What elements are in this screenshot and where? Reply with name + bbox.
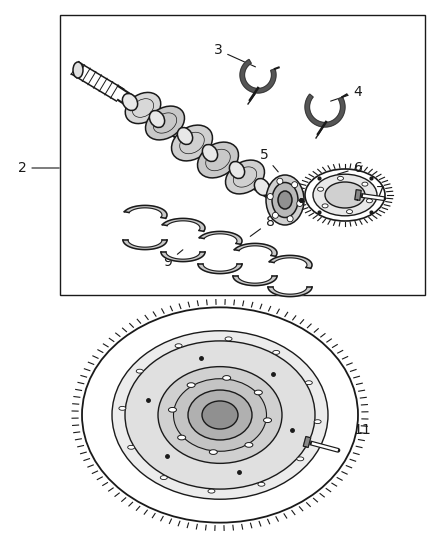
- Ellipse shape: [202, 144, 218, 161]
- Ellipse shape: [122, 93, 138, 110]
- Ellipse shape: [202, 401, 238, 429]
- Ellipse shape: [158, 367, 282, 463]
- Polygon shape: [303, 437, 311, 448]
- Text: 6: 6: [338, 161, 362, 175]
- Ellipse shape: [73, 62, 83, 78]
- Ellipse shape: [254, 390, 262, 395]
- Polygon shape: [355, 190, 361, 200]
- Ellipse shape: [313, 174, 377, 216]
- Ellipse shape: [272, 182, 298, 217]
- Circle shape: [277, 178, 283, 184]
- Ellipse shape: [209, 450, 217, 455]
- Ellipse shape: [188, 390, 252, 440]
- Circle shape: [267, 193, 273, 199]
- Text: 11: 11: [321, 423, 371, 441]
- Polygon shape: [240, 59, 276, 93]
- Polygon shape: [234, 244, 277, 256]
- Ellipse shape: [187, 383, 195, 387]
- Ellipse shape: [230, 161, 244, 179]
- Ellipse shape: [305, 169, 385, 221]
- Circle shape: [272, 212, 279, 219]
- Ellipse shape: [266, 175, 304, 225]
- Ellipse shape: [322, 204, 328, 208]
- Polygon shape: [162, 219, 205, 231]
- Ellipse shape: [254, 179, 270, 196]
- Ellipse shape: [112, 331, 328, 499]
- Ellipse shape: [175, 344, 182, 348]
- Ellipse shape: [160, 475, 167, 480]
- Ellipse shape: [198, 142, 239, 178]
- Ellipse shape: [177, 127, 193, 144]
- Ellipse shape: [223, 376, 231, 380]
- Text: 9: 9: [163, 250, 183, 269]
- Ellipse shape: [305, 381, 312, 385]
- Ellipse shape: [145, 106, 184, 140]
- Bar: [60, 15, 425, 295]
- Ellipse shape: [258, 482, 265, 486]
- Ellipse shape: [178, 435, 186, 440]
- Ellipse shape: [172, 125, 212, 161]
- Ellipse shape: [125, 92, 161, 124]
- Text: 10: 10: [303, 383, 349, 404]
- Polygon shape: [124, 205, 167, 219]
- Ellipse shape: [125, 341, 315, 489]
- Text: 2: 2: [18, 161, 59, 175]
- Text: 7: 7: [361, 185, 385, 199]
- Circle shape: [292, 182, 298, 188]
- Ellipse shape: [362, 182, 368, 186]
- Polygon shape: [123, 240, 167, 249]
- Ellipse shape: [169, 407, 177, 412]
- Ellipse shape: [245, 442, 253, 447]
- Text: 4: 4: [331, 85, 362, 101]
- Ellipse shape: [226, 160, 265, 194]
- Circle shape: [287, 216, 293, 222]
- Ellipse shape: [82, 308, 358, 523]
- Ellipse shape: [325, 182, 365, 208]
- Ellipse shape: [314, 419, 321, 424]
- Ellipse shape: [128, 446, 134, 449]
- Circle shape: [297, 200, 303, 206]
- Ellipse shape: [318, 187, 324, 191]
- Ellipse shape: [119, 406, 126, 410]
- Ellipse shape: [367, 199, 372, 203]
- Polygon shape: [268, 287, 312, 296]
- Polygon shape: [198, 264, 242, 273]
- Ellipse shape: [338, 176, 343, 180]
- Text: 3: 3: [214, 43, 255, 67]
- Polygon shape: [233, 276, 277, 286]
- Polygon shape: [269, 255, 312, 268]
- Ellipse shape: [149, 110, 165, 127]
- Polygon shape: [305, 94, 345, 127]
- Ellipse shape: [136, 369, 143, 373]
- Ellipse shape: [278, 191, 292, 209]
- Ellipse shape: [346, 209, 353, 214]
- Polygon shape: [161, 252, 205, 262]
- Ellipse shape: [264, 418, 272, 423]
- Text: 8: 8: [250, 215, 275, 236]
- Polygon shape: [199, 231, 242, 244]
- Ellipse shape: [273, 350, 280, 354]
- Ellipse shape: [208, 489, 215, 493]
- Ellipse shape: [225, 337, 232, 341]
- Ellipse shape: [297, 457, 304, 461]
- Ellipse shape: [173, 379, 266, 451]
- Text: 5: 5: [260, 148, 278, 172]
